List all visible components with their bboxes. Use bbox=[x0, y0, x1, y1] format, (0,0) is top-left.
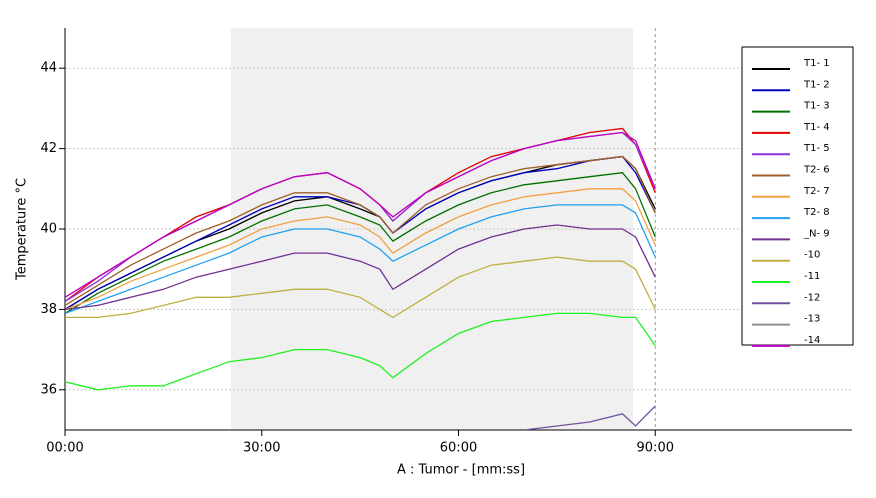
legend-label: T1- 5 bbox=[803, 143, 830, 154]
legend-label: T1- 2 bbox=[803, 79, 830, 90]
y-tick-label: 44 bbox=[40, 61, 57, 76]
series-line bbox=[65, 204, 656, 315]
x-tick-label: 60:00 bbox=[440, 441, 477, 456]
legend-label: T2- 8 bbox=[803, 207, 830, 218]
y-tick-label: 40 bbox=[40, 222, 57, 237]
legend-label: T1- 3 bbox=[803, 101, 830, 112]
plot-area bbox=[65, 127, 656, 430]
x-axis-label: A : Tumor - [mm:ss] bbox=[397, 463, 525, 478]
y-tick-label: 38 bbox=[40, 302, 57, 317]
legend-label: -12 bbox=[804, 292, 820, 303]
x-tick-label: 90:00 bbox=[637, 441, 674, 456]
legend-label: T1- 1 bbox=[803, 58, 830, 69]
y-tick-label: 42 bbox=[40, 141, 57, 156]
series-line bbox=[65, 131, 656, 298]
legend-label: -10 bbox=[804, 250, 820, 261]
series-line bbox=[65, 256, 656, 319]
legend-label: -13 bbox=[804, 314, 820, 325]
legend-label: -11 bbox=[804, 271, 820, 282]
series-line bbox=[65, 155, 656, 306]
series-line bbox=[65, 224, 656, 311]
series-line bbox=[524, 405, 656, 430]
x-tick-label: 00:00 bbox=[46, 441, 83, 456]
highlight-span bbox=[230, 28, 633, 430]
series-line bbox=[65, 312, 656, 391]
series-line bbox=[65, 188, 656, 311]
x-tick-label: 30:00 bbox=[243, 441, 280, 456]
legend-label: T2- 7 bbox=[803, 186, 830, 197]
y-axis-label: Temperature °C bbox=[15, 178, 30, 281]
legend-label: -14 bbox=[804, 335, 820, 346]
legend-label: T2- 6 bbox=[803, 165, 830, 176]
legend-label: _N- 9 bbox=[803, 228, 830, 239]
series-line bbox=[65, 172, 656, 314]
y-tick-label: 36 bbox=[40, 382, 57, 397]
legend-label: T1- 4 bbox=[803, 122, 830, 133]
